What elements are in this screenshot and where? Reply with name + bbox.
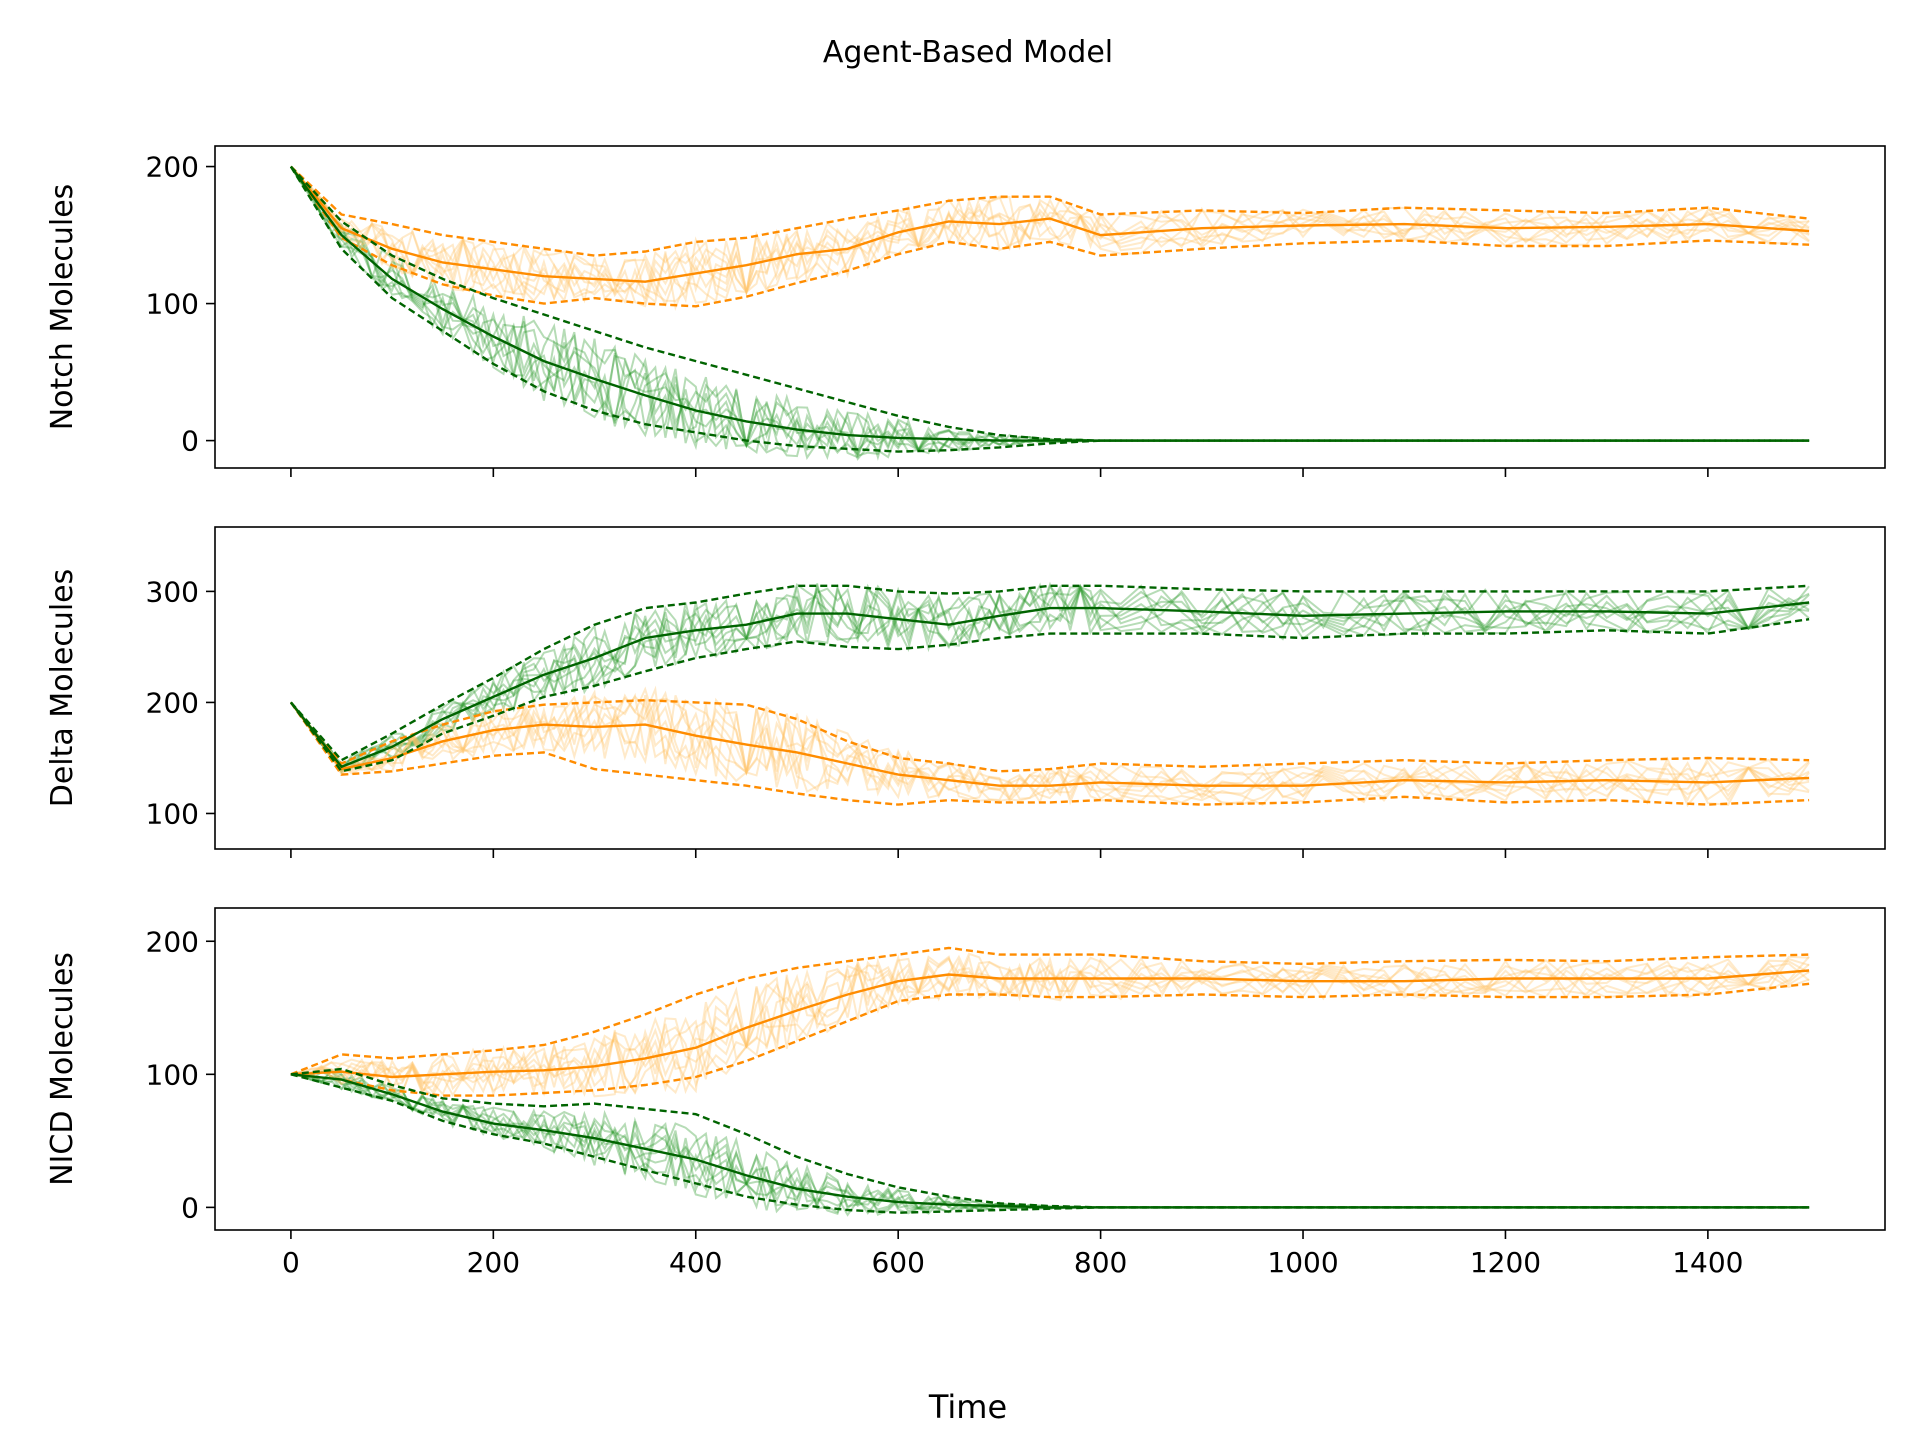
axes-frame (214, 145, 1886, 469)
x-axis-label: Time (928, 1388, 1007, 1426)
green-mean-line (289, 601, 1810, 769)
orange-run-line (290, 954, 1810, 1098)
orange-run-line (290, 166, 1810, 306)
green-run-line (290, 582, 1810, 771)
y-tick-label: 200 (146, 686, 199, 719)
orange-run-line (290, 690, 1810, 804)
axes-frame (214, 907, 1886, 1231)
plot-area (290, 946, 1810, 1217)
orange-run-line (290, 165, 1810, 303)
y-tick-label: 100 (146, 1058, 199, 1091)
subplot-3: 0 100 200 0 200 400 600 800 1000 1200 1400 NICD Mol… (45, 907, 1886, 1279)
orange-run-line (290, 955, 1810, 1098)
y-axis-label: Delta Molecules (45, 569, 80, 808)
subplot-1: 0 100 200 Notch Molecules (45, 145, 1886, 477)
y-tick-label: 0 (181, 425, 199, 458)
orange-run-line (290, 692, 1810, 806)
green-run-line (290, 583, 1810, 766)
orange-run-line (290, 165, 1810, 308)
x-tick-label: 1200 (1470, 1246, 1541, 1279)
orange-lower-line (289, 701, 1810, 806)
orange-lower-line (290, 982, 1810, 1097)
x-tick-label: 600 (871, 1246, 924, 1279)
x-tick-label: 200 (467, 1246, 520, 1279)
orange-mean-line (289, 165, 1810, 283)
y-tick-label: 100 (146, 797, 199, 830)
orange-mean-line (289, 701, 1810, 787)
orange-run-line (290, 685, 1810, 801)
orange-upper-line (290, 165, 1810, 257)
x-tick-label: 1000 (1267, 1246, 1338, 1279)
y-axis-label: NICD Molecules (45, 952, 80, 1186)
axes-frame (214, 526, 1886, 850)
green-upper-line (290, 165, 1810, 442)
orange-upper-line (290, 946, 1810, 1076)
y-tick-label: 200 (146, 151, 199, 184)
orange-run-line (290, 956, 1810, 1097)
y-tick-label: 300 (146, 575, 199, 608)
orange-run-line (290, 695, 1810, 806)
orange-upper-line (289, 698, 1810, 773)
plot-area (289, 165, 1810, 461)
orange-run-line (290, 954, 1810, 1098)
y-axis-label: Notch Molecules (45, 184, 80, 431)
y-tick-label: 200 (146, 925, 199, 958)
orange-run-line (290, 952, 1810, 1095)
y-tick-label: 100 (146, 288, 199, 321)
x-tick-label: 0 (282, 1246, 300, 1279)
green-lower-line (290, 1073, 1810, 1214)
x-tick-label: 400 (669, 1246, 722, 1279)
orange-run-line (290, 165, 1810, 308)
green-lower-line (289, 165, 1810, 453)
green-run-line (290, 583, 1810, 765)
orange-lower-line (289, 165, 1810, 308)
figure-title: Agent-Based Model (823, 35, 1113, 70)
plot-area (289, 581, 1810, 808)
subplots: 0 100 200 Notch Molecules 100 200 300 Delta Mol… (45, 145, 1886, 1279)
x-tick-label: 800 (1074, 1246, 1127, 1279)
x-tick-label: 1400 (1672, 1246, 1743, 1279)
green-run-line (290, 583, 1810, 774)
green-run-line (290, 581, 1810, 768)
subplot-2: 100 200 300 Delta Molecules (45, 526, 1886, 858)
orange-run-line (290, 166, 1810, 304)
y-tick-label: 0 (181, 1191, 199, 1224)
orange-mean-line (290, 969, 1810, 1079)
orange-run-line (290, 686, 1810, 802)
